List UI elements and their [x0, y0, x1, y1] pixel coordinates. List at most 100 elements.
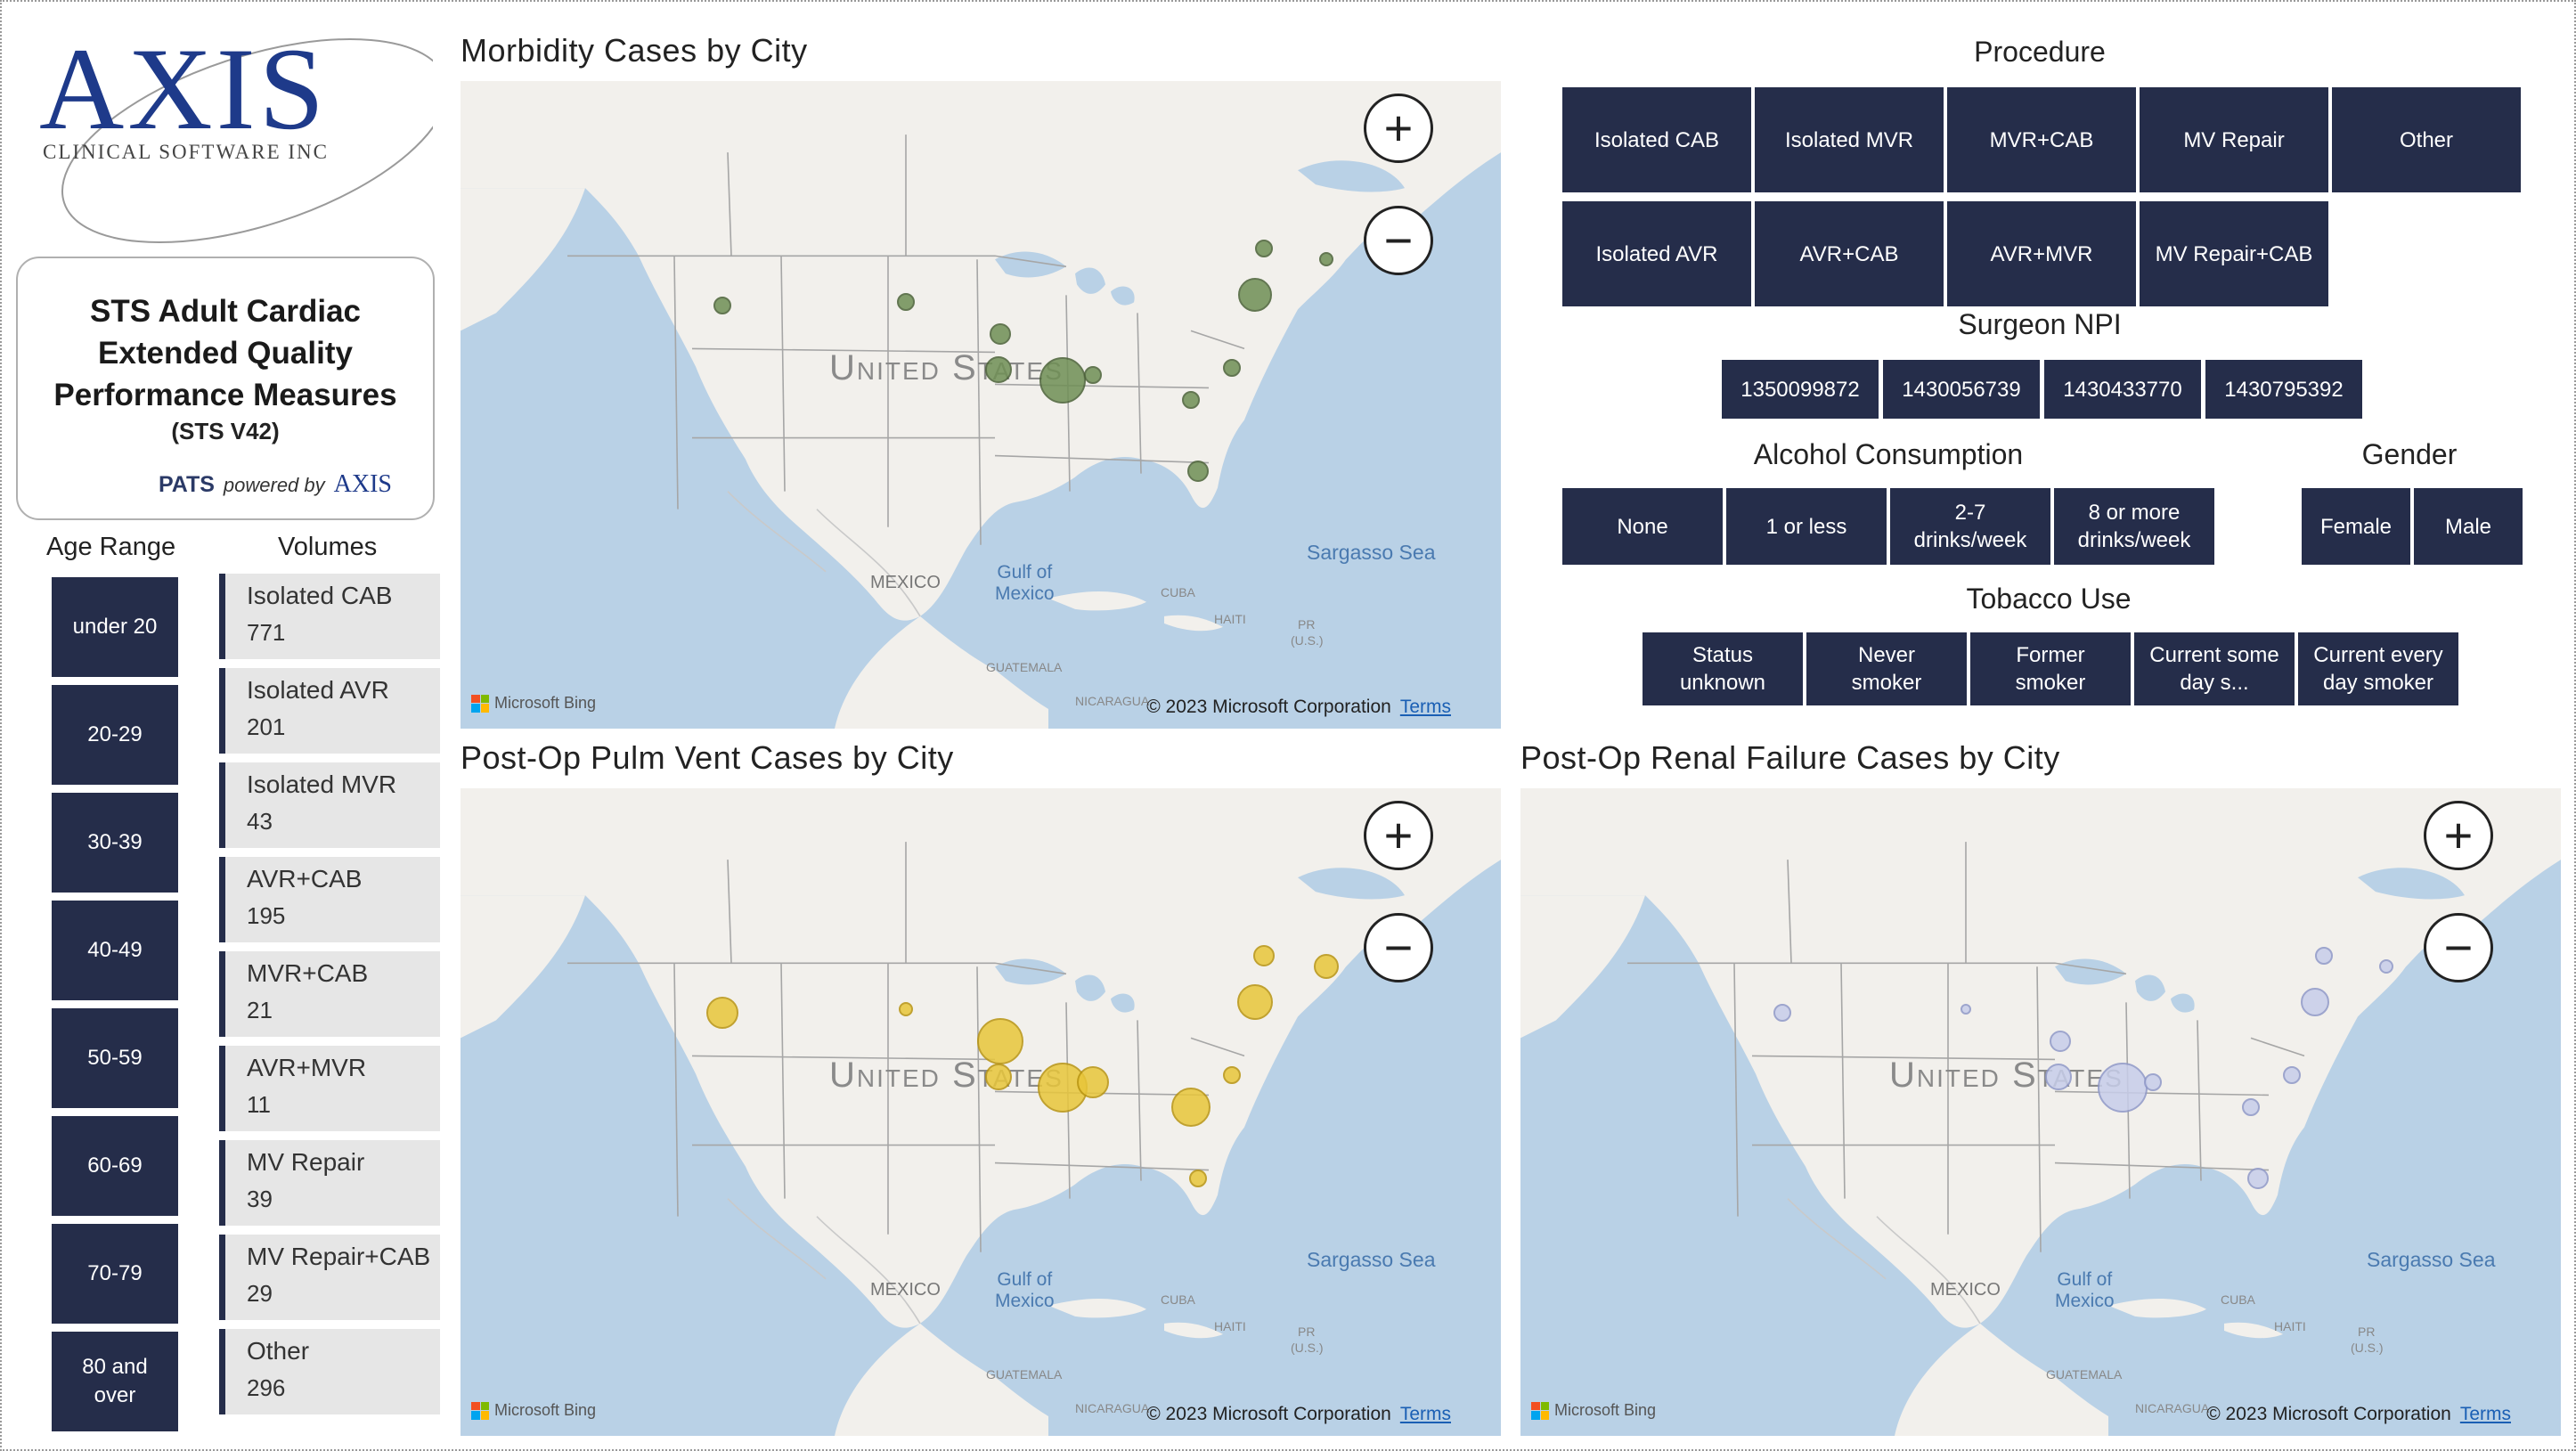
city-bubble[interactable] [713, 297, 731, 314]
procedure-btn-other[interactable]: Other [2332, 87, 2521, 192]
city-bubble[interactable] [2283, 1066, 2301, 1084]
city-bubble[interactable] [985, 1064, 1012, 1090]
map-label-nicaragua: NICARAGUA [1075, 1401, 1150, 1415]
procedure-btn-mv-repair[interactable]: MV Repair [2140, 87, 2328, 192]
morbidity-map[interactable]: United States Sargasso Sea Gulf of Mexico ME… [461, 81, 1501, 729]
city-bubble[interactable] [1182, 391, 1200, 409]
age-btn-20-29[interactable]: 20-29 [52, 685, 178, 785]
city-bubble[interactable] [2247, 1168, 2269, 1189]
age-range-header: Age Range [46, 533, 176, 561]
age-btn-60-69[interactable]: 60-69 [52, 1116, 178, 1216]
pulm-vent-map[interactable]: United States Sargasso Sea Gulf of Mexico ME… [461, 788, 1501, 1436]
age-btn-50-59[interactable]: 50-59 [52, 1008, 178, 1108]
map-label-gulf: Gulf of Mexico [2055, 1269, 2115, 1312]
npi-btn-2[interactable]: 1430056739 [1883, 360, 2040, 419]
city-bubble[interactable] [985, 356, 1012, 383]
zoom-out-button[interactable]: − [2424, 913, 2493, 982]
city-bubble[interactable] [1238, 278, 1272, 312]
bing-label: Microsoft Bing [494, 694, 597, 712]
city-bubble[interactable] [1314, 954, 1339, 979]
city-bubble[interactable] [706, 997, 738, 1029]
gender-btn-female[interactable]: Female [2302, 488, 2410, 565]
city-bubble[interactable] [1171, 1088, 1211, 1127]
city-bubble[interactable] [977, 1018, 1023, 1064]
map-label-sargasso-sea: Sargasso Sea [2367, 1248, 2496, 1271]
city-bubble[interactable] [1773, 1004, 1791, 1022]
procedure-btn-avr-cab[interactable]: AVR+CAB [1755, 201, 1944, 306]
tobacco-btn-former-smoker[interactable]: Former smoker [1970, 632, 2131, 705]
city-bubble[interactable] [2242, 1098, 2260, 1116]
age-btn-under-20[interactable]: under 20 [52, 577, 178, 677]
report-title-line-3: Performance Measures [53, 378, 397, 412]
map-label-us: United States [1889, 1056, 2124, 1095]
procedure-btn-mvr-cab[interactable]: MVR+CAB [1947, 87, 2136, 192]
zoom-in-button[interactable]: + [2424, 801, 2493, 870]
volume-card: MVR+CAB 21 [219, 951, 440, 1037]
volumes-cards: Isolated CAB 771 Isolated AVR 201 Isolated… [219, 574, 440, 1423]
alcohol-btn-1-or-less[interactable]: 1 or less [1726, 488, 1887, 565]
city-bubble[interactable] [1077, 1066, 1109, 1098]
terms-link[interactable]: Terms [2459, 1404, 2511, 1424]
npi-btn-1[interactable]: 1350099872 [1722, 360, 1879, 419]
city-bubble[interactable] [2301, 988, 2329, 1016]
procedure-btn-mv-repair-cab[interactable]: MV Repair+CAB [2140, 201, 2328, 306]
volume-value: 39 [247, 1186, 273, 1212]
alcohol-btn-2-7[interactable]: 2-7 drinks/week [1890, 488, 2050, 565]
volume-name: AVR+MVR [247, 1054, 367, 1081]
tobacco-btn-current-some-day[interactable]: Current some day s... [2134, 632, 2295, 705]
terms-link[interactable]: Terms [1399, 1404, 1451, 1424]
volume-name: Other [247, 1337, 310, 1365]
city-bubble[interactable] [990, 323, 1011, 345]
procedure-btn-isolated-mvr[interactable]: Isolated MVR [1755, 87, 1944, 192]
age-btn-70-79[interactable]: 70-79 [52, 1224, 178, 1324]
city-bubble[interactable] [897, 293, 915, 311]
zoom-in-button[interactable]: + [1364, 801, 1433, 870]
alcohol-btn-none[interactable]: None [1562, 488, 1723, 565]
microsoft-logo-icon [471, 1401, 489, 1420]
city-bubble[interactable] [1189, 1170, 1207, 1187]
axis-logo: AXIS CLINICAL SOFTWARE INC [32, 25, 433, 248]
zoom-out-button[interactable]: − [1364, 913, 1433, 982]
age-btn-40-49[interactable]: 40-49 [52, 901, 178, 1000]
city-bubble[interactable] [2144, 1073, 2162, 1091]
gender-btn-male[interactable]: Male [2414, 488, 2523, 565]
procedure-btn-isolated-avr[interactable]: Isolated AVR [1562, 201, 1751, 306]
map-label-gulf-1: Gulf of [2057, 1269, 2113, 1290]
city-bubble[interactable] [1223, 1066, 1241, 1084]
alcohol-btn-8-or-more[interactable]: 8 or more drinks/week [2054, 488, 2214, 565]
city-bubble[interactable] [1084, 366, 1102, 384]
procedure-btn-isolated-cab[interactable]: Isolated CAB [1562, 87, 1751, 192]
city-bubble[interactable] [1223, 359, 1241, 377]
zoom-out-button[interactable]: − [1364, 206, 1433, 275]
renal-map[interactable]: United States Sargasso Sea Gulf of Mexico ME… [1520, 788, 2561, 1436]
city-bubble[interactable] [1255, 240, 1273, 257]
age-btn-80-and-over[interactable]: 80 and over [52, 1332, 178, 1431]
volume-name: MV Repair [247, 1148, 365, 1176]
tobacco-btn-current-every-day[interactable]: Current every day smoker [2298, 632, 2458, 705]
city-bubble[interactable] [899, 1002, 913, 1016]
volume-card: MV Repair+CAB 29 [219, 1235, 440, 1320]
tobacco-btn-never-smoker[interactable]: Never smoker [1806, 632, 1967, 705]
city-bubble[interactable] [1253, 945, 1275, 966]
age-btn-30-39[interactable]: 30-39 [52, 793, 178, 893]
procedure-btn-avr-mvr[interactable]: AVR+MVR [1947, 201, 2136, 306]
city-bubble[interactable] [2315, 947, 2333, 965]
city-bubble[interactable] [2379, 959, 2393, 974]
report-title-card: STS Adult Cardiac Extended Quality Perfo… [16, 257, 435, 520]
terms-link[interactable]: Terms [1399, 697, 1451, 717]
volume-value: 21 [247, 997, 273, 1023]
city-bubble[interactable] [1187, 461, 1209, 482]
city-bubble[interactable] [1319, 252, 1333, 266]
zoom-in-button[interactable]: + [1364, 94, 1433, 163]
city-bubble[interactable] [2098, 1063, 2148, 1113]
npi-btn-4[interactable]: 1430795392 [2205, 360, 2362, 419]
city-bubble[interactable] [1961, 1004, 1971, 1015]
city-bubble[interactable] [1039, 357, 1086, 404]
city-bubble[interactable] [1237, 984, 1273, 1020]
powered-by: PATS powered by AXIS [159, 470, 392, 499]
map-label-haiti: HAITI [1214, 1319, 1246, 1333]
npi-btn-3[interactable]: 1430433770 [2044, 360, 2201, 419]
city-bubble[interactable] [2045, 1064, 2072, 1090]
tobacco-btn-status-unknown[interactable]: Status unknown [1643, 632, 1803, 705]
city-bubble[interactable] [2050, 1031, 2071, 1052]
